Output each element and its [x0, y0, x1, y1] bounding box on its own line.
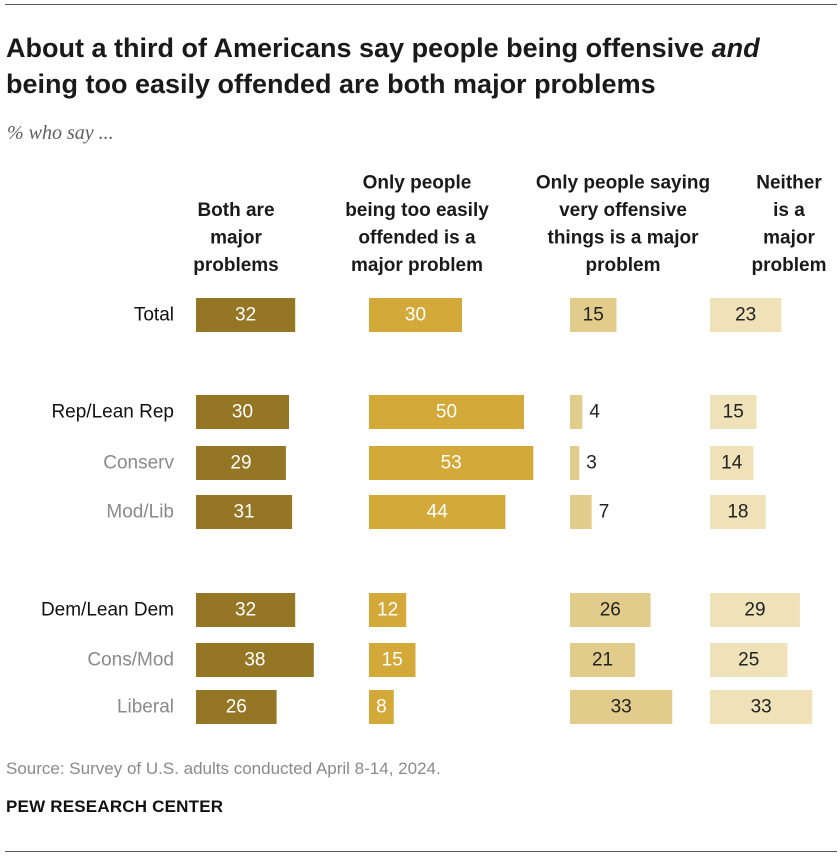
category-label: Total: [134, 305, 174, 326]
bar: [196, 593, 296, 627]
bar: [570, 395, 583, 429]
bar: [570, 690, 673, 724]
bar-value-label: 30: [232, 402, 253, 423]
bar: [196, 495, 293, 529]
bar-value-label: 50: [436, 402, 457, 423]
bar: [710, 495, 766, 529]
bar: [570, 643, 636, 677]
bar-value-label: 32: [235, 305, 256, 326]
bar-value-label: 44: [427, 502, 449, 523]
column-header-line: major: [763, 228, 815, 249]
bar-value-label: 33: [751, 697, 772, 718]
bar: [710, 298, 782, 332]
bar-value-label: 21: [592, 650, 613, 671]
bar-value-label: 33: [611, 697, 632, 718]
column-header-line: things is a major: [548, 228, 700, 249]
bar: [196, 643, 314, 677]
bar-value-label: 14: [721, 453, 743, 474]
column-header-line: problem: [752, 255, 827, 276]
bar-value-label: 38: [244, 650, 265, 671]
bar-value-label: 12: [377, 600, 398, 621]
category-label: Cons/Mod: [87, 650, 174, 671]
category-label: Liberal: [117, 697, 174, 718]
bar-value-label: 26: [226, 697, 247, 718]
category-label: Conserv: [103, 453, 174, 474]
bar: [196, 395, 289, 429]
bar-value-label: 31: [233, 502, 254, 523]
bar: [369, 593, 407, 627]
source-note: Source: Survey of U.S. adults conducted …: [6, 759, 441, 778]
bar: [196, 298, 296, 332]
bar: [710, 690, 813, 724]
bar: [369, 446, 534, 480]
bar: [196, 446, 286, 480]
bar-value-label: 26: [600, 600, 621, 621]
bar-value-label: 23: [735, 305, 756, 326]
bar: [710, 643, 788, 677]
bar: [369, 395, 524, 429]
column-header-line: is a: [773, 200, 805, 221]
bottom-rule: [5, 851, 837, 852]
column-header-line: very offensive: [559, 200, 687, 221]
chart-canvas: Both are major problems Only people being to…: [41, 173, 827, 724]
bar-value-label: 8: [376, 697, 387, 718]
category-label: Rep/Lean Rep: [51, 402, 174, 423]
bar-value-label: 3: [586, 453, 597, 474]
column-header-line: problems: [193, 255, 279, 276]
bar: [710, 446, 754, 480]
category-label: Dem/Lean Dem: [41, 600, 174, 621]
column-header-line: Neither: [756, 173, 822, 194]
chart-subtitle: % who say ...: [7, 122, 114, 144]
bar-value-label: 15: [382, 650, 403, 671]
bar-value-label: 29: [230, 453, 251, 474]
bar: [710, 395, 757, 429]
column-header-line: major problem: [351, 255, 483, 276]
bar: [570, 446, 580, 480]
bar-value-label: 30: [405, 305, 426, 326]
bar: [369, 690, 394, 724]
bar-value-label: 53: [441, 453, 462, 474]
bar: [570, 593, 651, 627]
bar-value-label: 7: [599, 502, 610, 523]
column-header-line: problem: [586, 255, 661, 276]
column-header-line: Only people saying: [536, 173, 710, 194]
bar-value-label: 25: [738, 650, 759, 671]
column-header-line: major: [210, 228, 262, 249]
column-header-line: Only people: [363, 173, 472, 194]
top-rule: [5, 4, 837, 5]
publisher-brand: PEW RESEARCH CENTER: [6, 797, 224, 816]
bar-value-label: 29: [744, 600, 765, 621]
bar-value-label: 15: [723, 402, 744, 423]
bar: [570, 495, 592, 529]
bar-value-label: 32: [235, 600, 256, 621]
bar-value-label: 18: [727, 502, 748, 523]
bar: [710, 593, 800, 627]
column-header-line: Both are: [197, 200, 274, 221]
bar: [196, 690, 277, 724]
column-header-line: offended is a: [358, 228, 476, 249]
category-label: Mod/Lib: [106, 502, 174, 523]
bar: [369, 643, 416, 677]
bar-value-label: 15: [583, 305, 604, 326]
bar: [369, 298, 462, 332]
bar: [570, 298, 617, 332]
bar-value-label: 4: [589, 402, 600, 423]
bar: [369, 495, 506, 529]
column-header-line: being too easily: [345, 200, 489, 221]
chart-title: About a third of Americans say people be…: [6, 33, 760, 99]
